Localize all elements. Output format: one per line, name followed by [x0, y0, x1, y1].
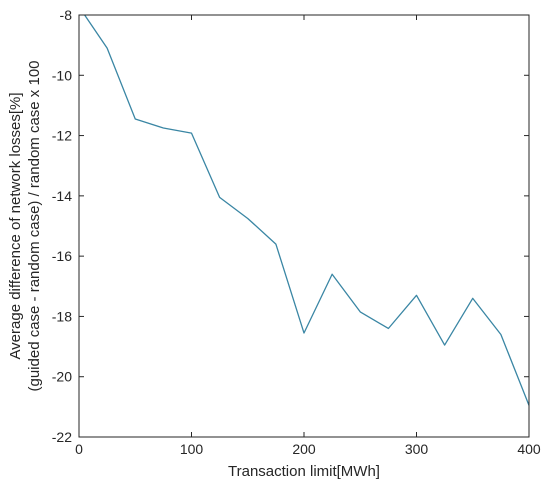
y-tick-label: -12 — [52, 128, 72, 144]
tick-layer: 0 100 200 300 400 -22 -20 -18 -16 -14 -12 -10 -8 — [52, 7, 541, 457]
y-tick-label: -16 — [52, 248, 72, 264]
x-tick-label: 200 — [292, 441, 316, 457]
plot-area — [79, 15, 529, 437]
y-tick-label: -10 — [52, 67, 72, 83]
x-tick-label: 100 — [180, 441, 204, 457]
series-layer — [84, 14, 530, 406]
y-tick-label: -18 — [52, 308, 72, 324]
y-tick-label: -22 — [52, 429, 72, 445]
series-line-0 — [84, 14, 530, 406]
y-tick-label: -8 — [60, 7, 73, 23]
x-axis-label: Transaction limit[MWh] — [228, 463, 380, 480]
y-axis-label-line-2: (guided case - random case) / random cas… — [26, 60, 43, 391]
y-tick-label: -14 — [52, 188, 72, 204]
x-tick-label: 0 — [75, 441, 83, 457]
y-tick-label: -20 — [52, 369, 72, 385]
x-tick-label: 300 — [405, 441, 429, 457]
y-axis-label-line-1: Average difference of network losses[%] — [7, 92, 24, 359]
x-tick-label: 400 — [517, 441, 541, 457]
